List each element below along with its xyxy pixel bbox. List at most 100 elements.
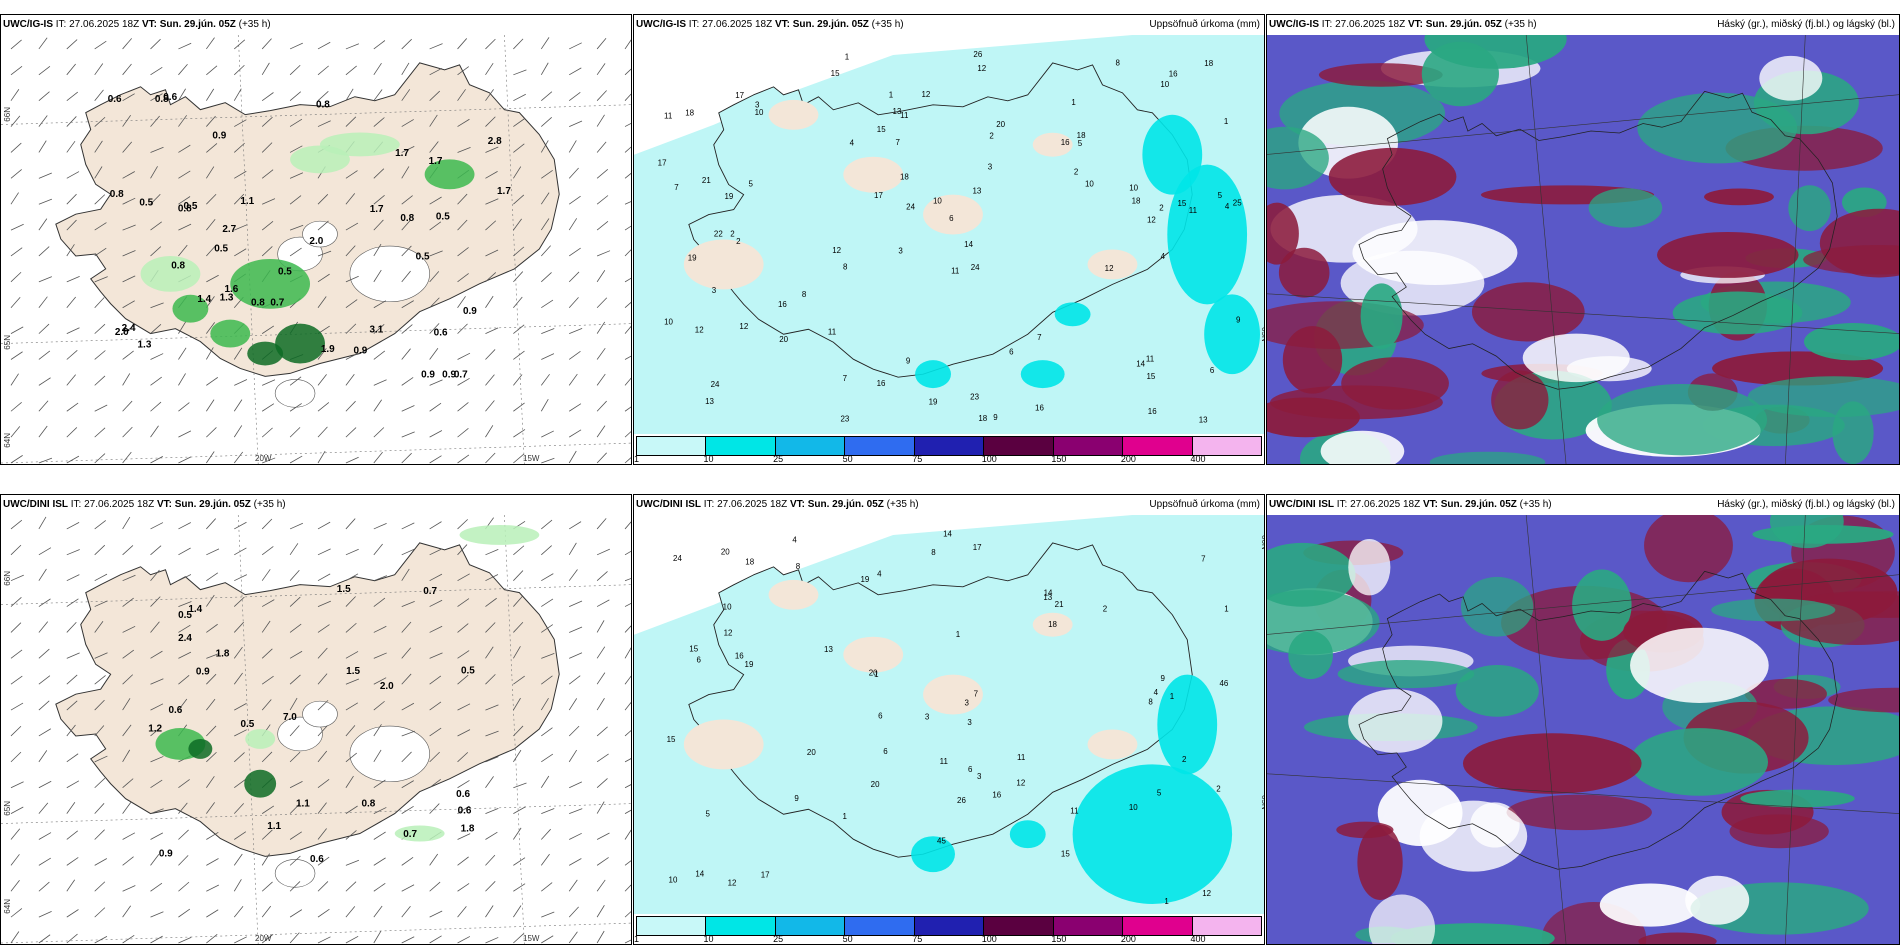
wind-barb	[541, 573, 554, 582]
wind-barb	[206, 143, 218, 153]
precip-map[interactable]: 1 1 4 3 24 2 18 16 19 2 6 13 15 12 18 9 9 8 10 16 19 22 25 15 10…	[634, 35, 1264, 434]
panel-cloud-top: UWC/IG-IS IT: 27.06.2025 18Z VT: Sun. 29…	[1266, 14, 1900, 465]
wind-barb	[485, 272, 497, 283]
wind-barb	[568, 167, 579, 179]
precip-core	[1157, 674, 1218, 775]
dry-area	[768, 99, 819, 130]
wind-barb	[429, 196, 442, 205]
precip-value: 10	[669, 876, 678, 885]
precip-value: 5	[1157, 789, 1162, 798]
wind-barb	[122, 141, 133, 153]
precip-value: 12	[728, 878, 737, 887]
precip-value: 6	[949, 214, 954, 223]
cloud-blob	[1828, 687, 1899, 713]
wind-barb	[457, 936, 471, 944]
wind-barb	[568, 195, 581, 205]
precip-map[interactable]: 2 3 4 4 1 3 20 6 12 11 8 9 7 15 18 24 6 15 12 16 20 17 14 11 12 1…	[634, 515, 1264, 914]
wind-barb	[568, 450, 577, 464]
cloud-blob	[1803, 245, 1899, 275]
wind-barb	[624, 325, 631, 334]
wind-barb	[540, 140, 549, 153]
precip-value: 1.3	[138, 339, 152, 350]
wind-barb	[540, 828, 551, 840]
wind-barb	[233, 646, 243, 659]
wind-barb	[289, 803, 301, 814]
wind-barb	[206, 698, 216, 711]
wind-barb	[289, 932, 300, 944]
precip-value: 0.8	[316, 99, 330, 110]
wind-barb	[569, 808, 583, 814]
wind-barb	[122, 625, 136, 633]
wind-barb	[457, 193, 468, 205]
wind-barb	[317, 521, 331, 530]
wind-barb	[513, 646, 521, 659]
cloud-blob	[1644, 515, 1733, 583]
precip-value: 18	[1048, 620, 1057, 629]
wind-barb	[513, 453, 525, 464]
wind-barb	[624, 377, 631, 386]
precip-core	[911, 836, 955, 873]
precip-value: 3	[988, 162, 993, 171]
precip-value: 0.5	[178, 610, 192, 621]
wind-barb	[624, 431, 631, 438]
precip-value: 16	[1061, 138, 1070, 147]
precip-value: 13	[893, 107, 902, 116]
wind-barb	[178, 63, 188, 76]
cloud-map[interactable]	[1267, 35, 1899, 464]
wind-barb	[345, 170, 358, 179]
wind-barb	[596, 63, 606, 76]
wind-map[interactable]: 0.8 0.6 0.5 1.1 1.8 2.4 1.8 0.7 0.6 1.5 0.9 0.9 2.0 1…	[1, 515, 631, 944]
wind-barb	[513, 402, 525, 412]
wind-barb	[178, 522, 191, 530]
precip-value: 0.6	[456, 789, 470, 800]
wind-map[interactable]: 0.5 0.8 0.8 0.5 0.7 0.9 0.7 0.5 1.3 0.8 0.5 0.8 0.6 0…	[1, 35, 631, 464]
wind-barb	[150, 779, 163, 789]
cloud-blob	[1788, 185, 1831, 232]
wind-barb	[429, 43, 443, 50]
wind-barb	[38, 911, 52, 918]
wind-barb	[234, 831, 247, 840]
wind-barb	[233, 906, 244, 918]
wind-barb	[10, 828, 21, 840]
wind-barb	[401, 647, 412, 659]
wind-barb	[94, 881, 106, 892]
wind-barb	[206, 909, 219, 918]
wind-barb	[150, 678, 164, 685]
wind-barb	[513, 595, 523, 607]
wind-barb	[150, 456, 164, 464]
lat-label: 65N	[1260, 795, 1265, 810]
wind-barb	[317, 908, 330, 918]
wind-barb	[345, 752, 357, 763]
lat-label: 64N	[3, 899, 12, 914]
wind-barb	[457, 118, 470, 127]
wind-barb	[261, 620, 271, 633]
wind-barb	[317, 548, 331, 556]
precip-value: 17	[658, 158, 667, 167]
colorbar-tick: 200	[1120, 934, 1136, 944]
cloud-blob	[1348, 539, 1391, 596]
wind-barb	[373, 399, 382, 412]
precip-value: 0.5	[416, 251, 430, 262]
wind-barb	[568, 879, 578, 892]
wind-barb	[150, 66, 163, 76]
wind-barb	[540, 218, 550, 231]
cloud-map[interactable]	[1267, 515, 1899, 944]
wind-barb	[38, 750, 48, 763]
precip-value: 1	[1164, 897, 1169, 906]
wind-barb	[429, 67, 443, 76]
wind-barb	[457, 296, 466, 308]
wind-barb	[485, 807, 499, 814]
wind-barb	[541, 727, 553, 737]
wind-barb	[94, 803, 105, 814]
wind-barb	[10, 574, 24, 582]
wind-barb	[345, 116, 357, 127]
precip-value: 1.5	[346, 666, 360, 677]
precip-value: 8	[796, 562, 801, 571]
wind-barb	[178, 624, 191, 633]
colorbar-tick: 400	[1190, 454, 1206, 464]
precip-value: 12	[695, 326, 704, 335]
precip-blob	[188, 738, 213, 759]
precip-value: 8	[931, 548, 936, 557]
wind-barb	[262, 198, 276, 205]
wind-barb	[569, 781, 583, 789]
